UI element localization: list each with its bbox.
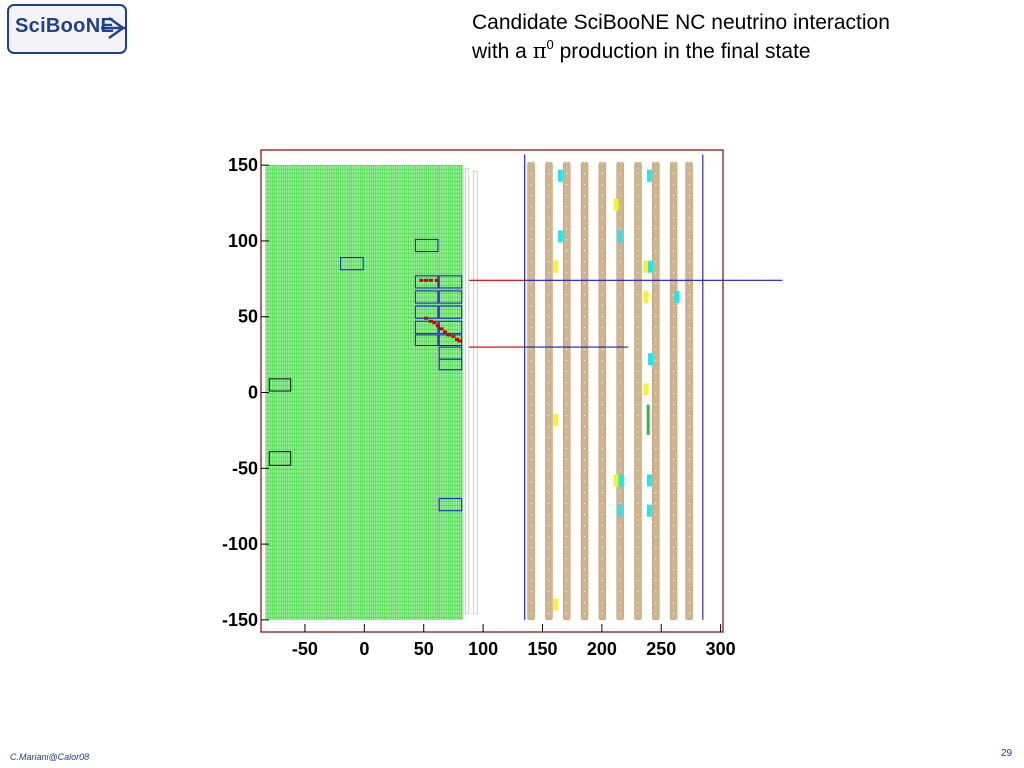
event-display: 150 100 50 0 -50 -100 -150 -50 0 50 100 150 200 250 30… <box>222 149 783 659</box>
ec-hit-block-16 <box>438 498 463 512</box>
mrd-plane-0 <box>527 161 535 621</box>
scibar-hit-9 <box>443 330 448 334</box>
scibar-hit-8 <box>439 327 444 331</box>
slide-title: Candidate SciBooNE NC neutrino interacti… <box>472 8 1012 66</box>
mrd-hit-18 <box>553 598 559 611</box>
ec-column-b <box>473 170 478 615</box>
mrd-hit-9 <box>674 291 680 304</box>
scibar-hit-6 <box>432 321 437 325</box>
mrd-hit-10 <box>648 353 654 366</box>
mrd-segment-0 <box>646 404 650 435</box>
ec-hit-block-11 <box>438 320 463 334</box>
mrd-hit-15 <box>646 474 652 487</box>
mrd-hit-12 <box>553 413 559 426</box>
mrd-hit-16 <box>617 504 623 517</box>
x-tick-label-1: 0 <box>359 639 369 659</box>
ec-hit-block-9 <box>438 305 463 319</box>
ec-hit-block-2 <box>340 257 364 271</box>
ec-hit-block-12 <box>414 334 439 347</box>
x-tick-label-5: 200 <box>587 639 617 659</box>
mrd-hit-6 <box>643 260 649 273</box>
x-tick-label-2: 50 <box>414 639 434 659</box>
mrd-hit-2 <box>613 198 619 211</box>
y-tick-label-6: -150 <box>222 610 258 630</box>
y-tick-label-0: 150 <box>228 155 258 175</box>
mrd-hit-4 <box>617 230 623 243</box>
ec-hit-block-6 <box>414 290 439 304</box>
ec-hit-block-4 <box>414 275 439 289</box>
ec-hit-block-3 <box>414 238 439 253</box>
ec-hit-block-0 <box>268 378 292 392</box>
title-line-2-post: production in the final state <box>553 40 811 63</box>
scibar-hit-2 <box>428 278 433 282</box>
mrd-plane-7 <box>652 161 660 621</box>
scibar-hit-7 <box>435 324 440 328</box>
mrd-hit-7 <box>648 260 654 273</box>
mrd-hit-1 <box>646 169 652 182</box>
scibar-hit-5 <box>428 319 433 323</box>
scibar-hit-3 <box>434 278 439 282</box>
x-tick-label-6: 250 <box>646 639 676 659</box>
mrd-hit-8 <box>643 291 649 304</box>
y-tick-label-5: -100 <box>222 534 258 554</box>
scibar-hit-10 <box>446 333 451 337</box>
mrd-plane-9 <box>685 161 693 621</box>
scibar-hit-1 <box>424 278 429 282</box>
title-line-2-pre: with a <box>472 40 533 63</box>
title-line-2: with a π0 production in the final state <box>472 37 1012 66</box>
scibar-hit-0 <box>419 278 424 282</box>
mrd-plane-8 <box>669 161 678 621</box>
logo-text: SciBooNE <box>15 15 115 37</box>
page-number: 29 <box>1001 748 1013 759</box>
sciboone-logo: SciBooNE <box>7 4 127 54</box>
pi-symbol: π <box>532 39 547 63</box>
mrd-hit-5 <box>553 260 559 273</box>
ec-hit-block-15 <box>438 358 463 371</box>
mrd-plane-1 <box>545 161 553 621</box>
scibar-hit-13 <box>457 339 462 343</box>
ec-hit-block-10 <box>414 320 439 334</box>
mrd-hit-14 <box>618 474 624 487</box>
neutrino-arrow-icon <box>101 16 126 40</box>
mrd-plane-6 <box>634 161 642 621</box>
y-tick-label-1: 100 <box>228 231 258 251</box>
mrd-hit-17 <box>646 504 652 517</box>
mrd-plane-2 <box>563 161 571 621</box>
mrd-plane-3 <box>580 161 589 621</box>
ec-column-a <box>464 167 470 615</box>
y-tick-label-3: 0 <box>248 383 258 403</box>
x-tick-label-0: -50 <box>292 639 318 659</box>
ec-hit-block-7 <box>438 290 463 304</box>
x-tick-label-3: 100 <box>468 639 498 659</box>
plot-frame <box>260 149 724 633</box>
x-tick-label-7: 300 <box>706 639 736 659</box>
y-tick-label-4: -50 <box>232 458 258 478</box>
ec-hit-block-1 <box>268 451 292 466</box>
scibar-hit-11 <box>451 334 456 338</box>
x-tick-label-4: 150 <box>527 639 557 659</box>
ec-hit-block-5 <box>438 275 463 289</box>
mrd-plane-4 <box>598 161 607 621</box>
mrd-hit-11 <box>643 383 649 396</box>
scibar-hit-4 <box>424 316 429 320</box>
mrd-hit-3 <box>557 230 563 243</box>
mrd-hit-13 <box>613 474 619 487</box>
title-line-1: Candidate SciBooNE NC neutrino interacti… <box>472 11 890 34</box>
scibar-hit-12 <box>454 337 459 341</box>
y-tick-label-2: 50 <box>238 307 258 327</box>
pi-superscript: 0 <box>546 37 554 52</box>
footer-author: C.Mariani@Calor08 <box>10 752 90 762</box>
mrd-hit-0 <box>557 169 563 182</box>
